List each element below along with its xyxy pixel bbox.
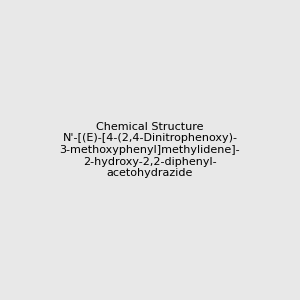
Text: Chemical Structure
N'-[(E)-[4-(2,4-Dinitrophenoxy)-
3-methoxyphenyl]methylidene]: Chemical Structure N'-[(E)-[4-(2,4-Dinit… [60,122,240,178]
